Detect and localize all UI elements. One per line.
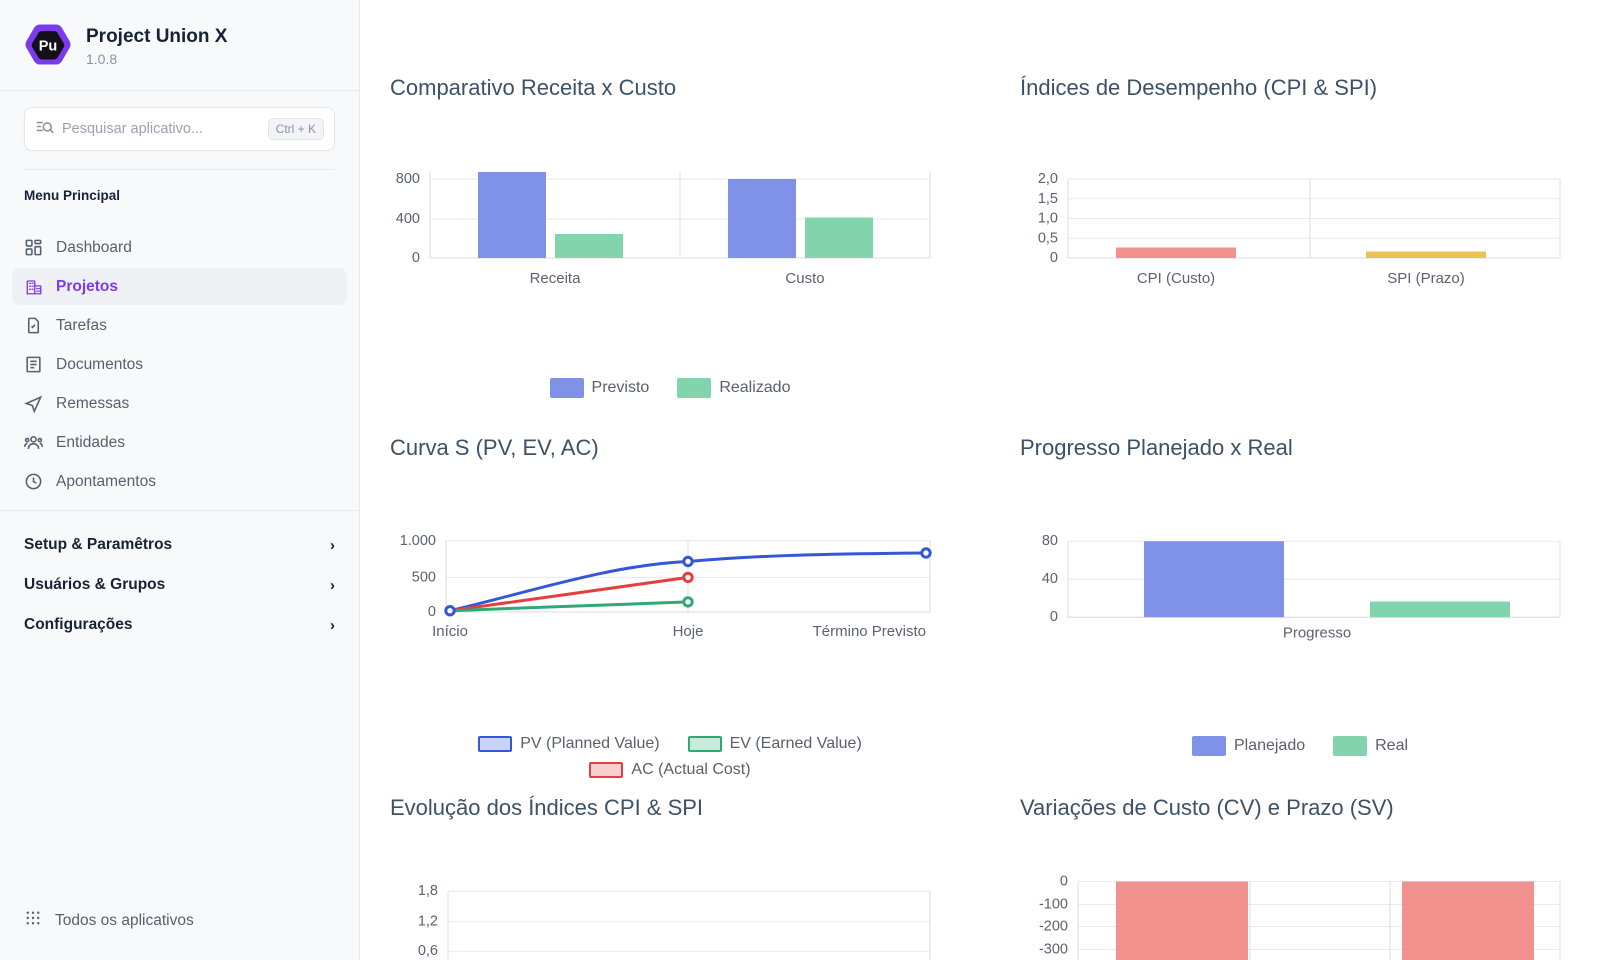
svg-text:500: 500 — [412, 569, 436, 585]
svg-text:2,0: 2,0 — [1038, 171, 1058, 187]
svg-text:Hoje: Hoje — [673, 623, 704, 640]
svg-text:800: 800 — [396, 171, 420, 187]
svg-text:1,0: 1,0 — [1038, 211, 1058, 227]
svg-text:0: 0 — [1050, 250, 1058, 266]
svg-text:0: 0 — [1060, 874, 1068, 890]
svg-text:0: 0 — [412, 250, 420, 266]
svg-text:Término Previsto: Término Previsto — [813, 623, 926, 640]
svg-text:-300: -300 — [1039, 942, 1068, 958]
svg-text:Receita: Receita — [530, 270, 582, 287]
svg-text:0: 0 — [1050, 609, 1058, 625]
svg-text:CPI (Custo): CPI (Custo) — [1137, 270, 1215, 287]
svg-text:1,2: 1,2 — [418, 914, 438, 930]
svg-text:-100: -100 — [1039, 897, 1068, 913]
svg-text:0: 0 — [428, 604, 436, 620]
svg-text:1,5: 1,5 — [1038, 191, 1058, 207]
svg-text:80: 80 — [1042, 533, 1058, 549]
svg-text:Progresso: Progresso — [1283, 625, 1351, 642]
svg-text:0,5: 0,5 — [1038, 230, 1058, 246]
svg-text:Início: Início — [432, 623, 468, 640]
svg-text:40: 40 — [1042, 571, 1058, 587]
svg-text:1.000: 1.000 — [400, 533, 436, 549]
svg-text:SPI (Prazo): SPI (Prazo) — [1387, 270, 1465, 287]
svg-text:400: 400 — [396, 211, 420, 227]
svg-text:Pu: Pu — [39, 39, 58, 55]
svg-text:0,6: 0,6 — [418, 943, 438, 959]
svg-text:-200: -200 — [1039, 919, 1068, 935]
svg-text:Custo: Custo — [785, 270, 824, 287]
svg-text:1,8: 1,8 — [418, 883, 438, 899]
